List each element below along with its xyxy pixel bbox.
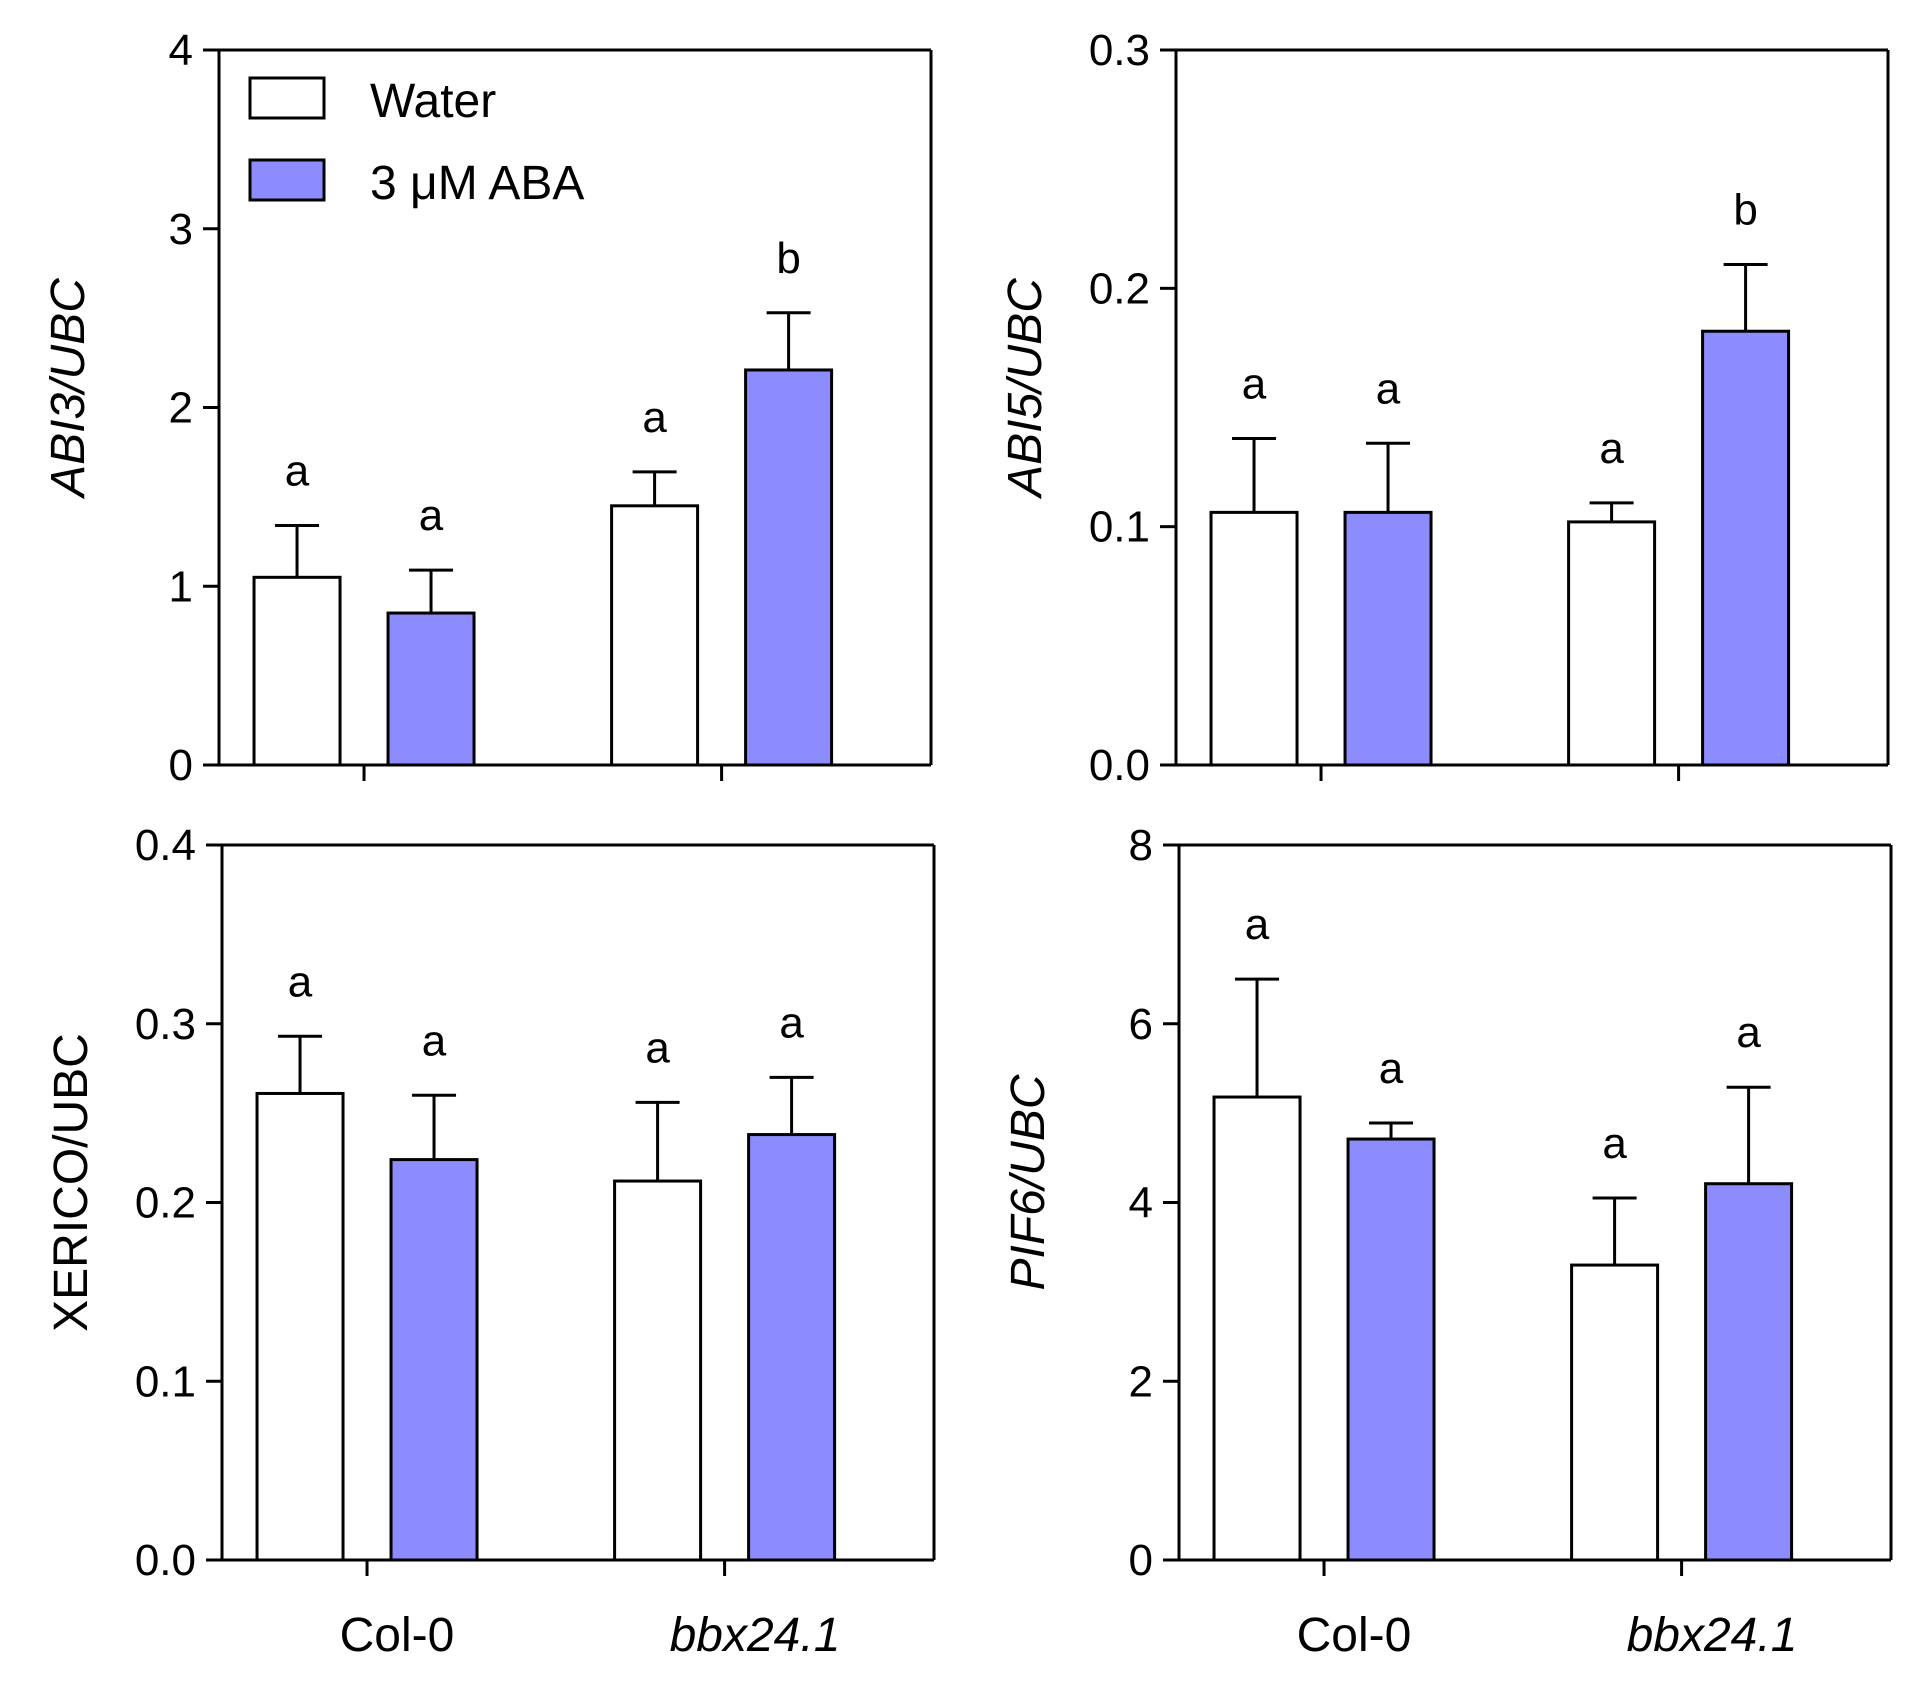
- legend-label-water: Water: [370, 75, 496, 128]
- sig-letter-3-1-0: a: [645, 1023, 670, 1072]
- y-tick-label-1-0: 0: [169, 741, 193, 790]
- y-tick-label-3-1: 0.1: [135, 1357, 196, 1406]
- bar-1-0-1: [386, 611, 476, 767]
- sig-letter-2-0-0: a: [1242, 359, 1267, 408]
- bar-2-1-1: [1701, 329, 1791, 767]
- panel-3: a a a a 0.0 0.1 0.2 0.3 0.4 XERICO/UBC: [45, 821, 936, 1585]
- bar-1-1-0: [610, 504, 700, 767]
- y-tick-label-3-2: 0.2: [135, 1179, 196, 1228]
- y-tick-label-1-1: 1: [169, 562, 193, 611]
- bar-2-0-0: [1209, 510, 1299, 767]
- panel-4: a a a a 0 2 4 6 8 PIF6/UBC: [1002, 821, 1893, 1585]
- panel-1: a a a b 0 1 2 3 4 ABI3/UBC: [42, 26, 933, 790]
- sig-letter-1-1-1: b: [776, 234, 800, 283]
- legend: Water 3 μM ABA: [248, 75, 584, 210]
- sig-letter-1-1-0: a: [642, 393, 667, 442]
- sig-letter-2-0-1: a: [1376, 364, 1401, 413]
- sig-letter-4-0-0: a: [1245, 900, 1270, 949]
- sig-letter-2-1-1: b: [1733, 186, 1757, 235]
- sig-letter-4-1-0: a: [1602, 1119, 1627, 1168]
- sig-letter-1-0-1: a: [419, 491, 444, 540]
- y-tick-label-2-0: 0.0: [1089, 741, 1150, 790]
- bar-3-0-1: [389, 1158, 479, 1562]
- y-tick-label-4-3: 6: [1129, 1000, 1153, 1049]
- y-tick-label-3-3: 0.3: [135, 1000, 196, 1049]
- panels: a a a b 0 1 2 3 4 ABI3/UBC a a a b 0.0 0.1 0.2 0.3 ABI5/UB…: [42, 26, 1893, 1585]
- y-tick-label-2-1: 0.1: [1089, 503, 1150, 552]
- bar-4-1-1: [1704, 1182, 1794, 1562]
- panel-2: a a a b 0.0 0.1 0.2 0.3 ABI5/UBC: [999, 26, 1890, 790]
- y-tick-label-3-4: 0.4: [135, 821, 196, 870]
- y-tick-label-4-0: 0: [1129, 1536, 1153, 1585]
- sig-letter-4-0-1: a: [1379, 1044, 1404, 1093]
- bar-4-0-1: [1346, 1137, 1436, 1562]
- legend-label-aba: 3 μM ABA: [370, 157, 584, 210]
- x-label-bbx-left: bbx24.1: [670, 1609, 841, 1662]
- y-tick-label-1-3: 3: [169, 205, 193, 254]
- y-tick-label-2-3: 0.3: [1089, 26, 1150, 75]
- bar-4-0-0: [1212, 1095, 1302, 1562]
- y-tick-label-4-2: 4: [1129, 1179, 1153, 1228]
- bar-3-1-1: [747, 1133, 837, 1562]
- bar-1-0-0: [252, 575, 342, 767]
- x-label-col0-right: Col-0: [1297, 1609, 1412, 1662]
- y-tick-label-3-0: 0.0: [135, 1536, 196, 1585]
- y-axis-label-3: XERICO/UBC: [45, 1033, 98, 1332]
- bar-4-1-0: [1570, 1263, 1660, 1562]
- sig-letter-3-0-0: a: [288, 957, 313, 1006]
- x-category-labels: Col-0 bbx24.1 Col-0 bbx24.1: [340, 1609, 1798, 1662]
- x-label-col0-left: Col-0: [340, 1609, 455, 1662]
- bar-3-0-0: [255, 1091, 345, 1562]
- sig-letter-2-1-0: a: [1599, 424, 1624, 473]
- y-tick-label-1-2: 2: [169, 384, 193, 433]
- bar-2-1-0: [1567, 520, 1657, 767]
- sig-letter-1-0-0: a: [285, 446, 310, 495]
- y-axis-label-1: ABI3/UBC: [42, 278, 95, 500]
- legend-swatch-water: [248, 76, 326, 120]
- sig-letter-3-1-1: a: [779, 998, 804, 1047]
- x-label-bbx-right: bbx24.1: [1627, 1609, 1798, 1662]
- legend-swatch-aba: [248, 158, 326, 202]
- y-tick-label-4-4: 8: [1129, 821, 1153, 870]
- sig-letter-3-0-1: a: [422, 1016, 447, 1065]
- sig-letter-4-1-1: a: [1736, 1008, 1761, 1057]
- bar-1-1-1: [744, 368, 834, 767]
- y-tick-label-1-4: 4: [169, 26, 193, 75]
- y-axis-label-2: ABI5/UBC: [999, 278, 1052, 500]
- bar-2-0-1: [1343, 510, 1433, 767]
- bar-3-1-0: [613, 1179, 703, 1562]
- y-axis-label-4: PIF6/UBC: [1002, 1074, 1055, 1290]
- y-tick-label-4-1: 2: [1129, 1357, 1153, 1406]
- y-tick-label-2-2: 0.2: [1089, 264, 1150, 313]
